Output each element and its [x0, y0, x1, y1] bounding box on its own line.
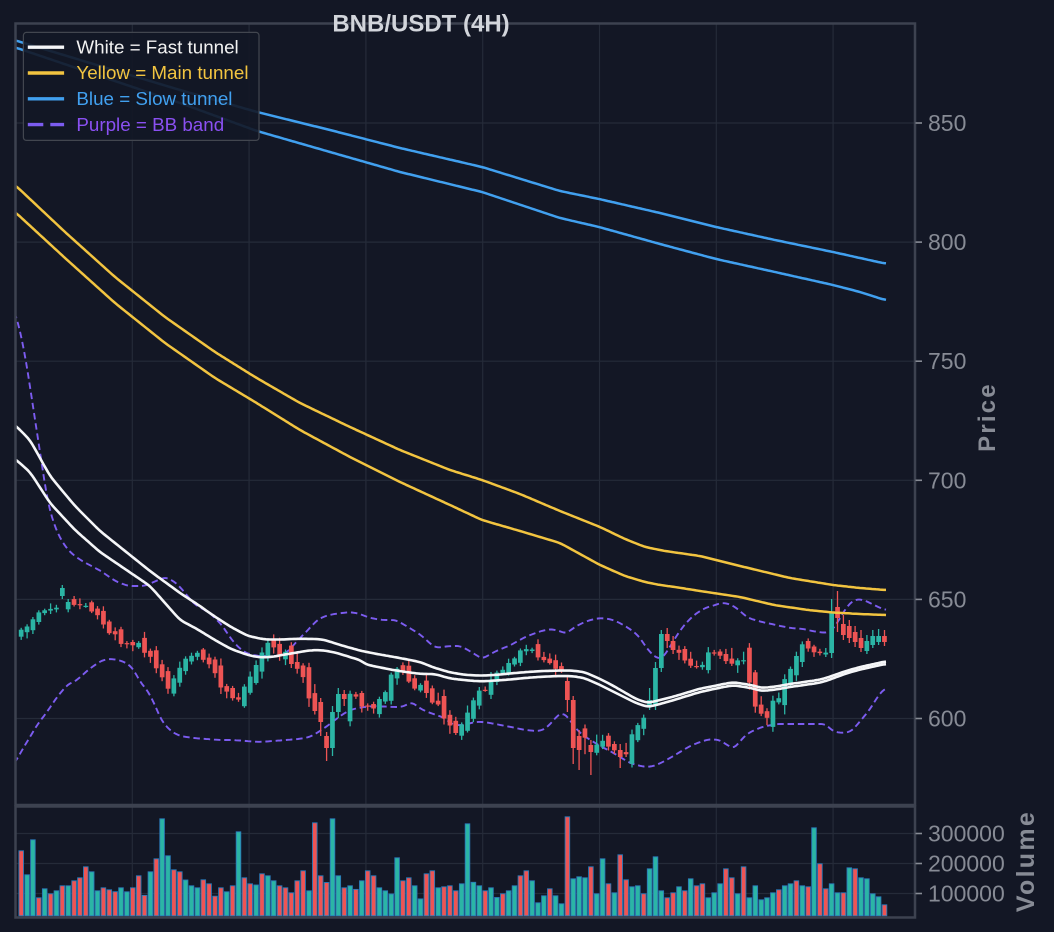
svg-text:600: 600: [928, 706, 966, 732]
svg-text:100000: 100000: [928, 881, 1005, 907]
svg-text:850: 850: [928, 110, 966, 136]
svg-text:650: 650: [928, 586, 966, 612]
svg-text:800: 800: [928, 229, 966, 255]
svg-text:White = Fast tunnel: White = Fast tunnel: [76, 36, 238, 57]
svg-text:BNB/USDT (4H): BNB/USDT (4H): [332, 11, 509, 38]
svg-text:300000: 300000: [928, 821, 1005, 847]
svg-text:750: 750: [928, 348, 966, 374]
svg-text:200000: 200000: [928, 851, 1005, 877]
svg-text:Purple = BB band: Purple = BB band: [76, 114, 224, 135]
svg-text:Volume: Volume: [1012, 810, 1040, 912]
svg-text:700: 700: [928, 467, 966, 493]
svg-text:Yellow = Main tunnel: Yellow = Main tunnel: [76, 62, 248, 83]
svg-text:Blue = Slow tunnel: Blue = Slow tunnel: [76, 88, 232, 109]
svg-text:Price: Price: [974, 382, 1001, 452]
